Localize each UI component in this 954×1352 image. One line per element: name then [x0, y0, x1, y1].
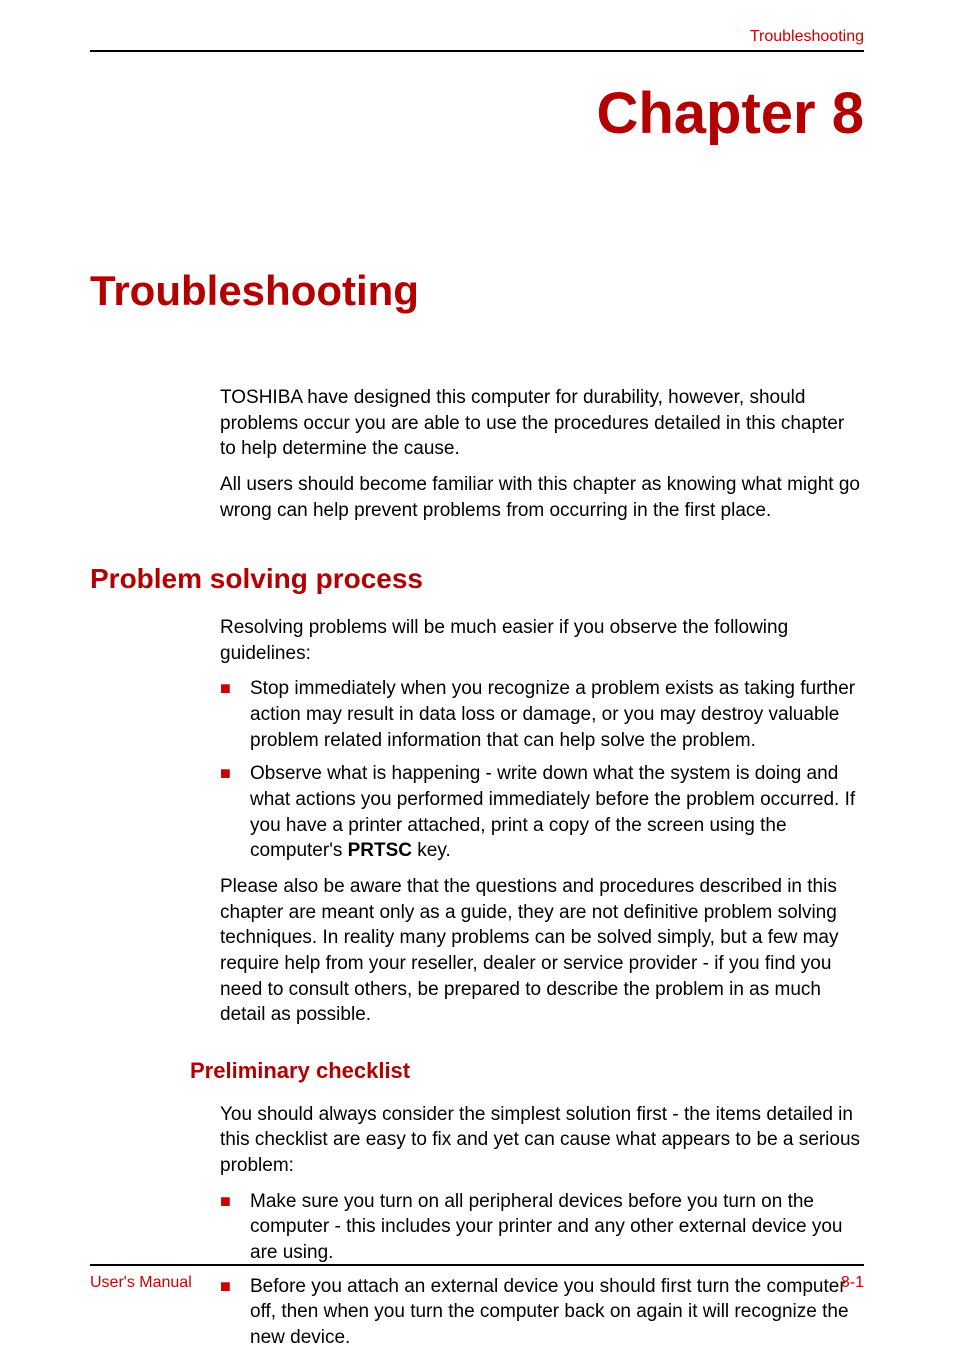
footer-page-number: 8-1 [841, 1274, 864, 1292]
prtsc-key-label: PRTSC [348, 840, 412, 861]
list-item: Make sure you turn on all peripheral dev… [220, 1189, 864, 1266]
list-item-text-lead: Observe what is happening - write down w… [250, 763, 855, 861]
page-container: Troubleshooting Chapter 8 Troubleshootin… [0, 0, 954, 1351]
intro-paragraph-1: TOSHIBA have designed this computer for … [220, 385, 864, 462]
section1-paragraph-1: Resolving problems will be much easier i… [220, 615, 864, 666]
footer-left: User's Manual [90, 1274, 192, 1292]
subsection1-paragraph-1: You should always consider the simplest … [220, 1102, 864, 1179]
intro-paragraph-2: All users should become familiar with th… [220, 472, 864, 523]
page-footer: User's Manual 8-1 [90, 1264, 864, 1292]
list-item-text-tail: key. [412, 840, 451, 861]
section-heading-problem-solving: Problem solving process [90, 563, 864, 595]
footer-rule [90, 1264, 864, 1266]
list-item: Stop immediately when you recognize a pr… [220, 676, 864, 753]
footer-row: User's Manual 8-1 [90, 1274, 864, 1292]
section1-paragraph-2: Please also be aware that the questions … [220, 874, 864, 1028]
section1-bullet-list: Stop immediately when you recognize a pr… [220, 676, 864, 863]
page-title: Troubleshooting [90, 267, 864, 315]
subsection-heading-preliminary-checklist: Preliminary checklist [190, 1058, 864, 1084]
header-rule [90, 50, 864, 52]
chapter-title: Chapter 8 [90, 80, 864, 147]
header-label: Troubleshooting [90, 28, 864, 46]
list-item: Observe what is happening - write down w… [220, 761, 864, 864]
